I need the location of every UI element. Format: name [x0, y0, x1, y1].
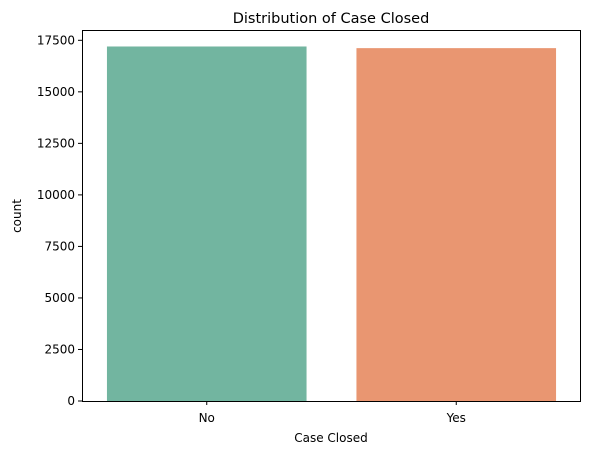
x-tick-label: Yes [446, 411, 466, 425]
x-tick-label: No [199, 411, 215, 425]
y-tick-label: 10000 [37, 188, 75, 202]
y-axis-label: count [10, 199, 24, 233]
y-tick-label: 15000 [37, 85, 75, 99]
x-axis-label: Case Closed [294, 431, 368, 445]
y-tick-label: 5000 [44, 291, 75, 305]
y-tick-label: 7500 [44, 239, 75, 253]
x-axis: No Yes [199, 401, 466, 425]
bar-no [106, 46, 307, 401]
y-axis: 0 2500 5000 7500 10000 12500 15000 17500 [37, 33, 82, 408]
y-tick-label: 0 [67, 394, 75, 408]
y-tick-label: 12500 [37, 136, 75, 150]
bars-group [106, 46, 557, 401]
chart-title: Distribution of Case Closed [233, 11, 430, 27]
y-tick-label: 17500 [37, 33, 75, 47]
plot-frame [82, 30, 581, 402]
bar-yes [356, 48, 557, 401]
y-tick-label: 2500 [44, 342, 75, 356]
